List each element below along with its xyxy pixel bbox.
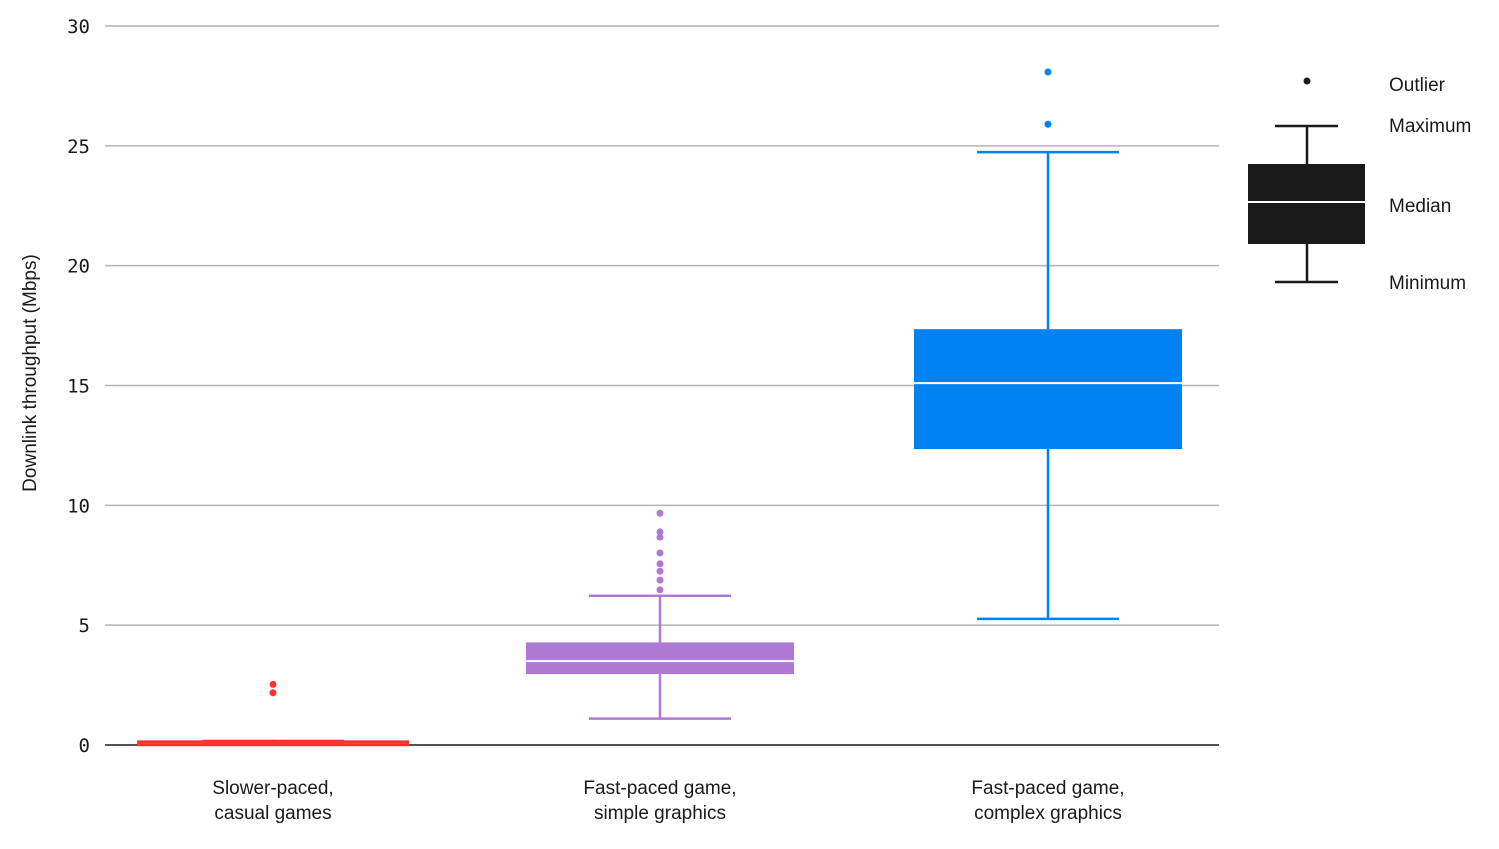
outlier-point [1044, 68, 1052, 76]
outlier-point [656, 567, 664, 575]
box [202, 739, 344, 745]
category-label: simple graphics [594, 803, 726, 824]
y-tick-label: 15 [67, 376, 90, 398]
legend-maximum-label: Maximum [1389, 116, 1471, 137]
category-label: casual games [214, 803, 331, 824]
outlier-point [656, 560, 664, 568]
legend-median-label: Median [1389, 196, 1451, 217]
outlier-point [656, 586, 664, 594]
box-group [914, 68, 1182, 621]
y-tick-label: 20 [67, 256, 90, 278]
y-tick-label: 10 [67, 495, 90, 517]
box-group [137, 680, 409, 747]
legend: Outlier Maximum Median Minimum [1248, 75, 1471, 294]
outlier-point [656, 576, 664, 584]
y-axis-label: Downlink throughput (Mbps) [20, 254, 41, 492]
box [526, 642, 794, 675]
box [914, 329, 1182, 450]
legend-box [1248, 164, 1365, 244]
category-label: Fast-paced game, [583, 778, 736, 799]
category-label: Slower-paced, [212, 778, 333, 799]
legend-minimum-label: Minimum [1389, 273, 1466, 294]
y-tick-label: 30 [67, 16, 90, 38]
outlier-point [656, 528, 664, 536]
outlier-point [269, 689, 277, 697]
y-tick-label: 5 [79, 615, 90, 637]
legend-outlier-marker [1303, 77, 1311, 85]
outlier-point [656, 533, 664, 541]
outlier-point [656, 549, 664, 557]
legend-outlier-label: Outlier [1389, 75, 1446, 96]
category-label: Fast-paced game, [971, 778, 1124, 799]
category-label: complex graphics [974, 803, 1122, 824]
outlier-point [656, 509, 664, 517]
outlier-point [1044, 120, 1052, 128]
outlier-point [269, 680, 277, 688]
y-tick-label: 25 [67, 136, 90, 158]
box-group [526, 509, 794, 720]
y-tick-label: 0 [79, 735, 90, 757]
